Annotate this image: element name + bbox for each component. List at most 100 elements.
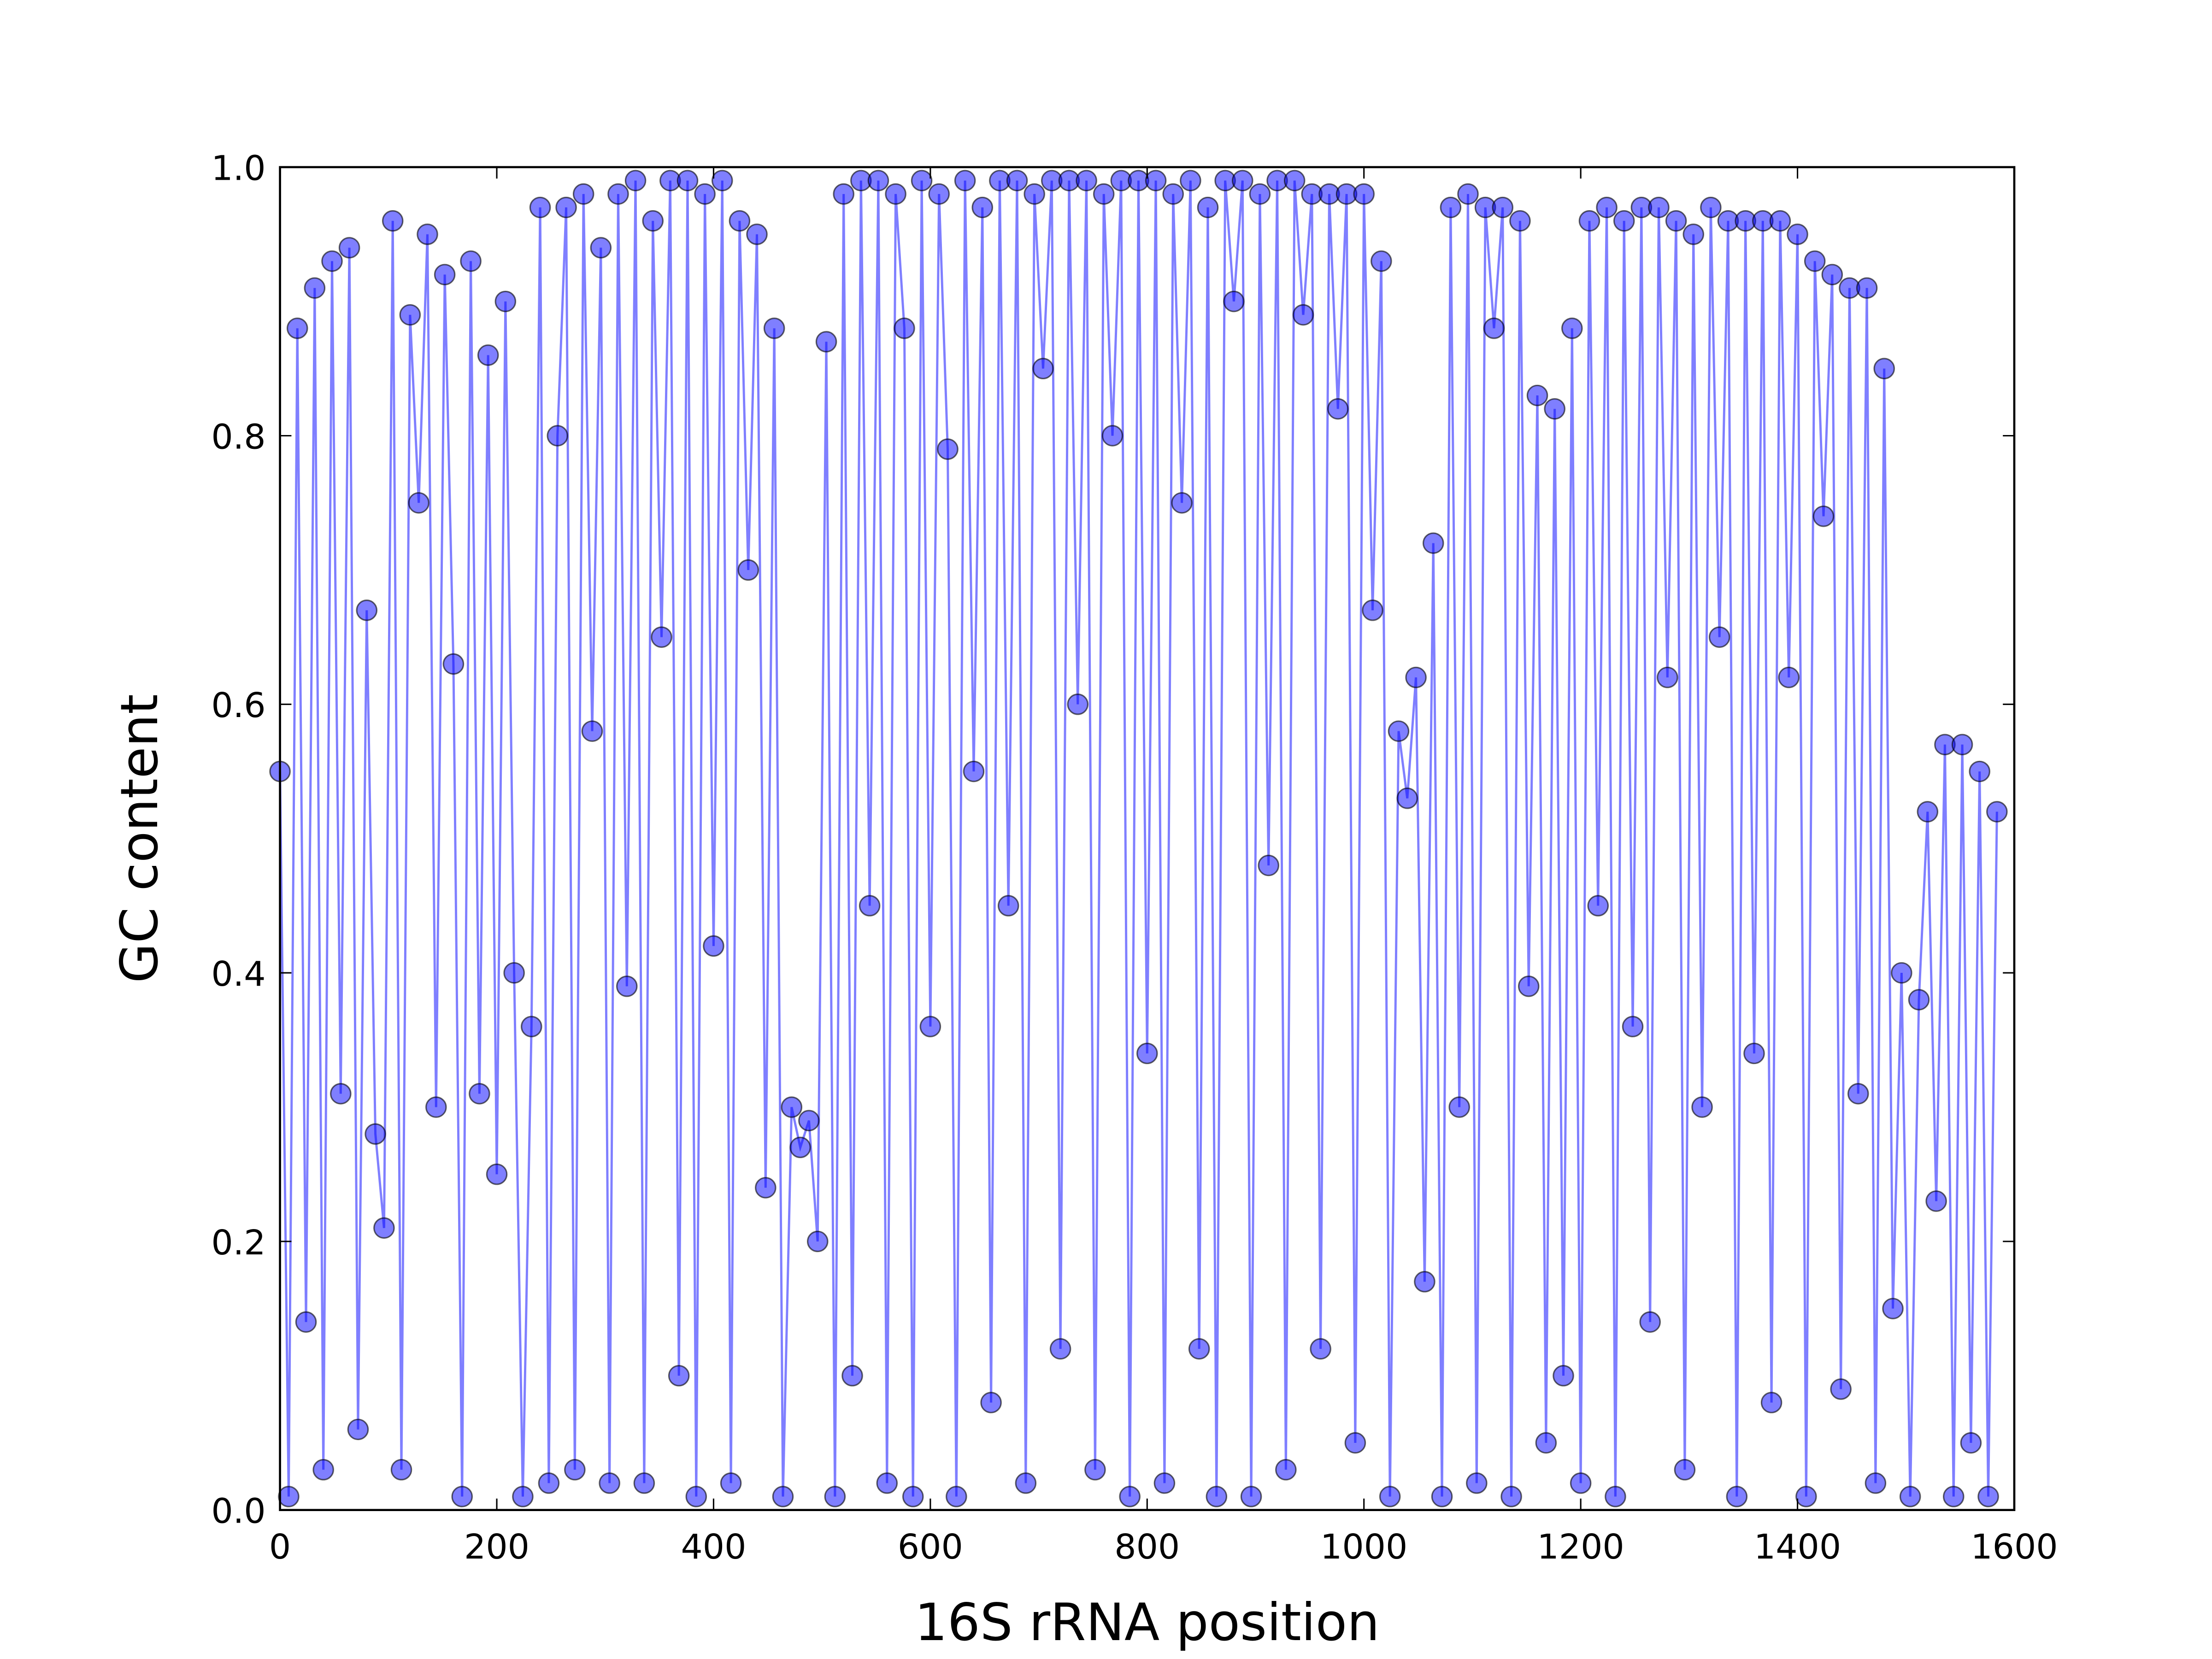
- data-point: [737, 559, 759, 581]
- data-point: [1327, 398, 1349, 420]
- data-point: [859, 895, 881, 917]
- data-point: [1986, 801, 2008, 823]
- data-point: [286, 318, 308, 339]
- data-point: [1448, 1096, 1470, 1118]
- data-point: [867, 170, 889, 192]
- data-point: [902, 1486, 924, 1507]
- data-point: [347, 1418, 369, 1441]
- data-point: [971, 196, 994, 218]
- data-point: [399, 304, 421, 326]
- data-point: [911, 170, 933, 192]
- data-point: [1769, 210, 1791, 232]
- data-line: [279, 180, 1998, 1497]
- data-point: [390, 1459, 412, 1481]
- data-point: [1049, 1338, 1071, 1360]
- x-tick-label: 1600: [1971, 1527, 2058, 1567]
- data-point: [1006, 170, 1028, 192]
- data-point: [1760, 1392, 1783, 1413]
- y-tick-label: 0.0: [211, 1491, 265, 1531]
- data-point: [1526, 384, 1548, 406]
- data-point: [1795, 1486, 1817, 1507]
- data-point: [798, 1110, 820, 1131]
- data-point: [503, 962, 525, 984]
- data-point: [590, 237, 612, 259]
- data-point: [1249, 183, 1271, 205]
- data-point: [1613, 210, 1635, 232]
- data-point: [668, 1365, 690, 1387]
- data-point: [712, 170, 733, 192]
- data-point: [417, 224, 438, 245]
- data-point: [963, 760, 985, 782]
- data-point: [1232, 170, 1253, 192]
- data-point: [928, 183, 950, 205]
- data-point: [1674, 1459, 1696, 1481]
- data-point: [338, 237, 360, 259]
- data-point: [1145, 170, 1167, 192]
- data-point: [763, 318, 785, 339]
- data-point: [529, 196, 551, 218]
- y-tick-label: 0.2: [211, 1223, 265, 1263]
- data-point: [1258, 854, 1279, 877]
- data-point: [1153, 1472, 1176, 1494]
- x-tick-label: 600: [898, 1527, 963, 1567]
- data-point: [304, 277, 326, 299]
- data-point: [1371, 250, 1392, 272]
- data-point: [330, 1083, 352, 1105]
- data-point: [1466, 1472, 1488, 1494]
- data-point: [434, 264, 456, 286]
- data-point: [1500, 1486, 1522, 1507]
- data-point: [572, 183, 594, 205]
- data-point: [1596, 196, 1618, 218]
- data-point: [1605, 1486, 1626, 1507]
- data-point: [460, 250, 482, 272]
- data-point: [1275, 1459, 1297, 1481]
- data-point: [1119, 1486, 1141, 1507]
- data-point: [841, 1365, 863, 1387]
- data-point: [581, 720, 603, 742]
- data-point: [1700, 196, 1722, 218]
- data-point: [1743, 1042, 1765, 1065]
- data-point: [356, 600, 378, 621]
- data-point: [512, 1486, 534, 1507]
- x-tick-label: 400: [681, 1527, 746, 1567]
- data-point: [1396, 788, 1418, 809]
- data-point: [1188, 1338, 1210, 1360]
- data-point: [442, 653, 465, 675]
- data-point: [1899, 1486, 1921, 1507]
- data-point: [1891, 962, 1912, 984]
- data-point: [729, 210, 751, 232]
- data-point: [651, 626, 672, 648]
- data-point: [1778, 666, 1800, 688]
- data-point: [1960, 1432, 1982, 1454]
- data-point: [1379, 1486, 1401, 1507]
- data-point: [521, 1016, 542, 1037]
- x-tick-label: 1400: [1754, 1527, 1841, 1567]
- data-point: [876, 1472, 898, 1494]
- x-tick-label: 200: [464, 1527, 529, 1567]
- data-point: [1024, 183, 1045, 205]
- data-point: [1882, 1298, 1904, 1319]
- data-point: [1873, 358, 1895, 380]
- data-point: [954, 170, 976, 192]
- data-point: [408, 492, 429, 514]
- data-point: [1223, 290, 1245, 312]
- y-tick-label: 0.4: [211, 954, 265, 994]
- data-point: [1492, 196, 1514, 218]
- data-point: [1483, 318, 1505, 339]
- data-point: [1206, 1486, 1228, 1507]
- x-tick-label: 1000: [1320, 1527, 1407, 1567]
- data-point: [451, 1486, 473, 1507]
- data-point: [1422, 532, 1444, 554]
- data-point: [1942, 1486, 1965, 1507]
- data-point: [538, 1472, 560, 1494]
- data-point: [1457, 183, 1479, 205]
- data-point: [1518, 975, 1540, 997]
- data-point: [997, 895, 1019, 917]
- data-point: [1353, 183, 1375, 205]
- data-point: [1657, 666, 1678, 688]
- data-point: [1821, 264, 1843, 286]
- data-point: [1101, 425, 1124, 447]
- data-point: [781, 1096, 803, 1118]
- data-point: [477, 344, 499, 366]
